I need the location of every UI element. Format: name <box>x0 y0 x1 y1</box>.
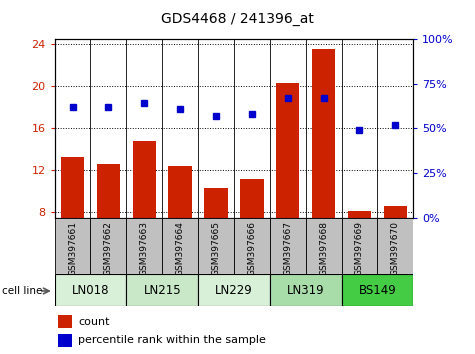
Bar <box>126 218 162 274</box>
Text: GSM397670: GSM397670 <box>391 221 400 276</box>
Text: cell line: cell line <box>2 286 43 296</box>
Bar <box>276 83 299 218</box>
Text: GSM397667: GSM397667 <box>283 221 292 276</box>
Text: GSM397663: GSM397663 <box>140 221 149 276</box>
Text: LN018: LN018 <box>72 284 109 297</box>
Text: GSM397665: GSM397665 <box>211 221 220 276</box>
Bar <box>58 334 72 347</box>
Bar <box>58 315 72 328</box>
Bar <box>342 274 413 306</box>
Text: GSM397668: GSM397668 <box>319 221 328 276</box>
Text: LN215: LN215 <box>143 284 181 297</box>
Text: BS149: BS149 <box>359 284 396 297</box>
Bar <box>133 141 156 218</box>
Text: GDS4468 / 241396_at: GDS4468 / 241396_at <box>161 12 314 27</box>
Bar <box>306 218 342 274</box>
Text: GSM397669: GSM397669 <box>355 221 364 276</box>
Bar <box>162 218 198 274</box>
Text: GSM397662: GSM397662 <box>104 221 113 276</box>
Text: LN229: LN229 <box>215 284 253 297</box>
Text: percentile rank within the sample: percentile rank within the sample <box>78 335 266 346</box>
Bar <box>91 218 126 274</box>
Bar <box>61 157 84 218</box>
Text: GSM397664: GSM397664 <box>176 221 185 276</box>
Text: GSM397666: GSM397666 <box>247 221 257 276</box>
Bar <box>198 218 234 274</box>
Text: GSM397661: GSM397661 <box>68 221 77 276</box>
Text: count: count <box>78 316 109 327</box>
Bar <box>55 218 91 274</box>
Bar <box>234 218 270 274</box>
Bar <box>97 164 120 218</box>
Bar <box>270 274 342 306</box>
Bar <box>342 218 378 274</box>
Bar <box>204 188 228 218</box>
Bar <box>384 206 407 218</box>
Bar <box>169 166 192 218</box>
Bar <box>55 274 126 306</box>
Bar <box>378 218 413 274</box>
Bar <box>348 211 371 218</box>
Text: LN319: LN319 <box>287 284 324 297</box>
Bar <box>270 218 306 274</box>
Bar <box>240 179 264 218</box>
Bar <box>126 274 198 306</box>
Bar <box>198 274 270 306</box>
Bar <box>312 50 335 218</box>
